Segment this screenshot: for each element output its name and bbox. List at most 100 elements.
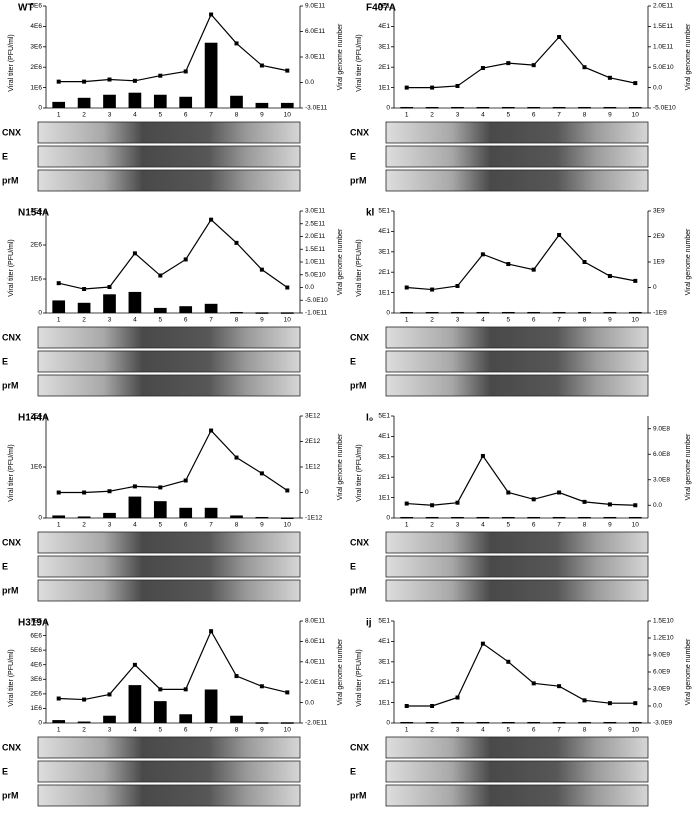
y-tick-label: 2E6 <box>30 242 42 249</box>
y2-tick-label: -1.0E11 <box>305 310 328 317</box>
x-tick-label: 10 <box>632 112 640 119</box>
blot <box>37 121 301 144</box>
marker <box>607 75 612 80</box>
y-tick-label: 1E6 <box>30 276 42 283</box>
x-tick-label: 3 <box>456 727 460 734</box>
y2-tick-label: 2.0E11 <box>305 679 326 686</box>
y2-tick-label: 6.0E11 <box>305 638 326 645</box>
x-tick-label: 8 <box>583 317 587 324</box>
marker <box>259 684 264 689</box>
marker <box>582 65 587 70</box>
blot <box>385 531 649 554</box>
y2-tick-label: 3E12 <box>305 413 321 420</box>
x-tick-label: 6 <box>184 317 188 324</box>
bar <box>552 721 566 724</box>
panel-title: H144A <box>18 413 49 424</box>
blot-label: CNX <box>350 537 369 547</box>
x-tick-label: 4 <box>481 317 485 324</box>
marker <box>430 85 435 90</box>
marker <box>506 490 511 495</box>
x-tick-label: 2 <box>82 112 86 119</box>
marker <box>480 453 485 458</box>
bar <box>280 517 294 519</box>
bar <box>128 496 142 518</box>
y-tick-label: 0 <box>38 310 42 317</box>
x-tick-label: 4 <box>133 112 137 119</box>
x-tick-label: 4 <box>481 727 485 734</box>
bar <box>179 714 193 723</box>
x-tick-label: 6 <box>184 112 188 119</box>
y-tick-label: 1E1 <box>378 289 390 296</box>
y2-tick-label: 5.0E10 <box>305 271 326 278</box>
y-tick-label: 4E6 <box>30 661 42 668</box>
y2-tick-label: 3.0E11 <box>305 54 326 61</box>
bar <box>77 721 91 724</box>
y-tick-label: 4E1 <box>378 638 390 645</box>
x-tick-label: 7 <box>557 727 561 734</box>
y-tick-label: 1E1 <box>378 699 390 706</box>
y2-tick-label: 0.0 <box>305 284 314 291</box>
marker <box>455 83 460 88</box>
y2-tick-label: 9.0E9 <box>653 652 670 659</box>
y-tick-label: 0 <box>38 105 42 112</box>
y2-tick-label: 2E12 <box>305 438 321 445</box>
x-tick-label: 4 <box>481 522 485 529</box>
marker <box>285 68 290 73</box>
marker <box>259 267 264 272</box>
bar <box>476 106 490 109</box>
bar <box>230 715 243 723</box>
x-tick-label: 5 <box>506 112 510 119</box>
y-tick-label: 0 <box>38 515 42 522</box>
marker <box>132 78 137 83</box>
y-tick-label: 1E6 <box>30 84 42 91</box>
y2-tick-label: 0 <box>653 284 657 291</box>
x-tick-label: 3 <box>456 522 460 529</box>
blot <box>37 760 301 783</box>
marker <box>107 489 112 494</box>
y2-tick-label: 1.5E11 <box>305 246 326 253</box>
marker <box>633 81 638 86</box>
y2-tick-label: 2.0E11 <box>653 3 674 10</box>
blot <box>37 784 301 807</box>
blot <box>385 784 649 807</box>
y2-tick-label: -3.0E11 <box>305 105 328 112</box>
marker <box>234 41 239 46</box>
marker <box>531 63 536 68</box>
x-tick-label: 8 <box>235 317 239 324</box>
x-tick-label: 5 <box>158 727 162 734</box>
marker <box>633 278 638 283</box>
marker <box>132 662 137 667</box>
bar <box>77 516 91 518</box>
bar <box>230 95 243 108</box>
x-tick-label: 3 <box>108 727 112 734</box>
bar <box>628 721 642 724</box>
y2-tick-label: 3.0E8 <box>653 476 670 483</box>
x-tick-label: 9 <box>608 522 612 529</box>
y-tick-label: 2E1 <box>378 64 390 71</box>
bar <box>578 516 591 519</box>
x-tick-label: 2 <box>430 112 434 119</box>
blot <box>385 350 649 373</box>
bar <box>153 701 167 723</box>
marker <box>455 500 460 505</box>
bar <box>52 101 66 108</box>
x-tick-label: 8 <box>235 522 239 529</box>
blot-label: CNX <box>2 742 21 752</box>
bar <box>400 311 414 314</box>
y2-tick-label: 1.0E11 <box>305 259 326 266</box>
bar <box>628 106 642 109</box>
x-tick-label: 2 <box>82 522 86 529</box>
y-tick-label: 2E1 <box>378 474 390 481</box>
x-tick-label: 10 <box>632 317 640 324</box>
y2-tick-label: -5.0E10 <box>305 297 328 304</box>
blot-label: CNX <box>2 537 21 547</box>
marker <box>158 687 163 692</box>
y-tick-label: 2E6 <box>30 413 42 420</box>
y2-axis-title: Viral genome number <box>337 638 344 705</box>
y-tick-label: 1E1 <box>378 84 390 91</box>
x-tick-label: 4 <box>481 112 485 119</box>
bar <box>153 94 167 108</box>
bar <box>451 516 464 519</box>
panel-title: WT <box>18 3 34 14</box>
